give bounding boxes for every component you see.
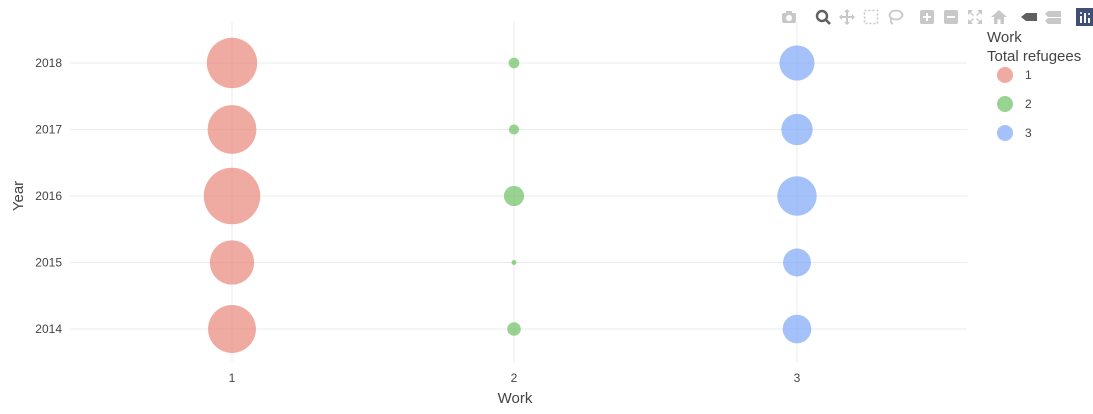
bubble-work-1-2015[interactable] bbox=[209, 240, 255, 285]
bubble-work-2-2014[interactable] bbox=[507, 322, 521, 336]
y-tick-label: 2014 bbox=[35, 322, 62, 336]
x-axis-title: Work bbox=[498, 390, 533, 407]
zoom-in-icon[interactable] bbox=[918, 8, 936, 26]
box-select-icon[interactable] bbox=[862, 8, 880, 26]
bubble-layer[interactable] bbox=[203, 37, 817, 353]
legend-marker-1 bbox=[997, 67, 1013, 83]
x-axis-ticks: 1 2 3 bbox=[229, 371, 801, 385]
zoom-icon[interactable] bbox=[814, 8, 832, 26]
x-tick-label: 3 bbox=[794, 371, 801, 385]
legend-items: 1 2 3 bbox=[997, 67, 1032, 141]
y-tick-label: 2018 bbox=[35, 56, 62, 70]
y-tick-label: 2016 bbox=[35, 189, 62, 203]
y-tick-label: 2015 bbox=[35, 256, 62, 270]
bubble-work-1-2014[interactable] bbox=[208, 305, 256, 353]
hover-compare-icon[interactable] bbox=[1044, 8, 1062, 26]
bubble-work-3-2016[interactable] bbox=[777, 176, 817, 216]
legend-label: 1 bbox=[1025, 68, 1032, 82]
y-tick-label: 2017 bbox=[35, 123, 62, 137]
x-tick-label: 1 bbox=[229, 371, 236, 385]
bubble-work-3-2018[interactable] bbox=[779, 45, 815, 81]
lasso-select-icon[interactable] bbox=[886, 8, 904, 26]
zoom-out-icon[interactable] bbox=[942, 8, 960, 26]
y-axis-title: Year bbox=[10, 181, 27, 211]
legend-title-line2: Total refugees bbox=[987, 48, 1081, 65]
bubble-work-2-2018[interactable] bbox=[508, 57, 520, 69]
legend-label: 3 bbox=[1025, 126, 1032, 140]
bubble-work-2-2017[interactable] bbox=[508, 124, 520, 135]
reset-axes-icon[interactable] bbox=[990, 8, 1008, 26]
legend: Work Total refugees 1 2 3 bbox=[987, 29, 1081, 141]
bubble-work-1-2016[interactable] bbox=[203, 167, 261, 225]
bubble-work-1-2018[interactable] bbox=[206, 37, 258, 89]
bubble-work-2-2015[interactable] bbox=[511, 260, 517, 265]
legend-title-line1: Work bbox=[987, 29, 1022, 46]
pan-icon[interactable] bbox=[838, 8, 856, 26]
y-axis-ticks: 2014 2015 2016 2017 2018 bbox=[35, 56, 62, 336]
bubble-work-2-2016[interactable] bbox=[503, 185, 525, 207]
bubble-work-1-2017[interactable] bbox=[207, 105, 257, 154]
bubble-work-3-2017[interactable] bbox=[781, 113, 813, 146]
hover-closest-icon[interactable] bbox=[1020, 8, 1038, 26]
camera-icon[interactable] bbox=[780, 8, 798, 26]
legend-marker-3 bbox=[997, 125, 1013, 141]
bubble-work-3-2014[interactable] bbox=[782, 314, 812, 344]
plotly-logo-icon[interactable] bbox=[1076, 8, 1093, 26]
legend-marker-2 bbox=[997, 96, 1013, 112]
autoscale-icon[interactable] bbox=[966, 8, 984, 26]
x-tick-label: 2 bbox=[511, 371, 518, 385]
bubble-work-3-2015[interactable] bbox=[783, 248, 811, 277]
legend-label: 2 bbox=[1025, 97, 1032, 111]
